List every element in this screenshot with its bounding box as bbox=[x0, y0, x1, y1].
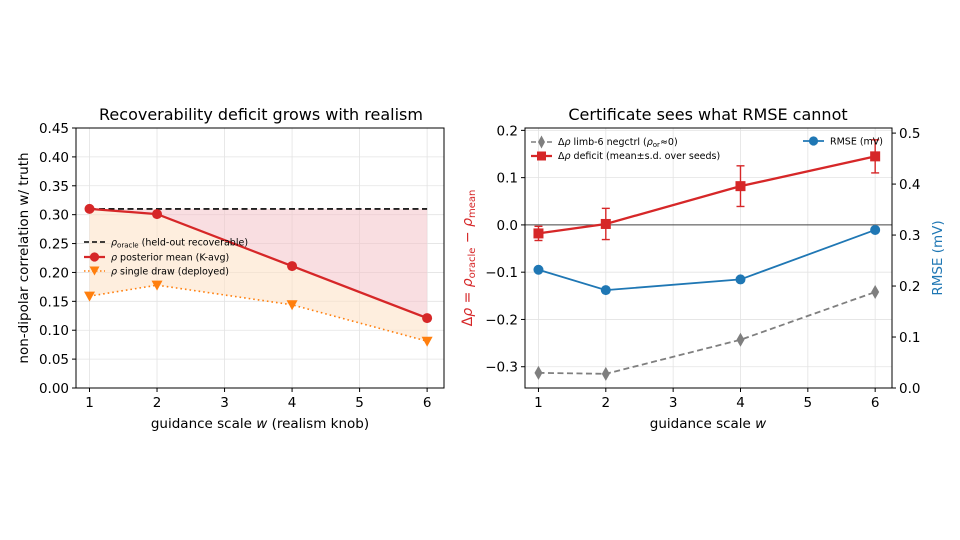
left-y-tick-label: 0.05 bbox=[39, 352, 69, 368]
legend-deficit-marker bbox=[537, 151, 546, 161]
left-series-marker-2 bbox=[286, 300, 298, 311]
legend-rmse-marker bbox=[808, 136, 819, 146]
right-series-marker-2 bbox=[600, 285, 611, 296]
right-x-axis-label: guidance scale w bbox=[650, 416, 767, 432]
right-chart-title: Certificate sees what RMSE cannot bbox=[568, 105, 847, 124]
left-y-tick-label: 0.35 bbox=[39, 179, 69, 195]
left-y-ticks: 0.00 0.05 0.10 0.15 0.20 0.25 0.30 0.35 0.40 0.45 bbox=[39, 121, 76, 397]
right-series-marker-0 bbox=[601, 366, 610, 381]
legend-rmse-label: RMSE (mV) bbox=[830, 137, 883, 148]
right-y-tick-label: −0.3 bbox=[485, 360, 518, 376]
left-legend: ρoracle (held-out recoverable) ρ posteri… bbox=[84, 238, 248, 278]
right-secondary-y-axis-label: RMSE (mV) bbox=[930, 220, 946, 295]
legend-oracle-label: ρoracle (held-out recoverable) bbox=[111, 238, 248, 250]
left-y-tick-label: 0.15 bbox=[39, 294, 69, 310]
right-series-line-1 bbox=[538, 155, 876, 235]
right-x-tick-label: 6 bbox=[871, 395, 880, 411]
left-series-marker-1 bbox=[152, 209, 163, 220]
left-y-tick-label: 0.10 bbox=[39, 323, 69, 339]
left-y-tick-label: 0.00 bbox=[39, 381, 69, 397]
legend-deficit-label: Δρ deficit (mean±s.d. over seeds) bbox=[558, 151, 720, 162]
right-x-tick-label: 2 bbox=[602, 395, 611, 411]
right-y-axis-label: Δρ = ρoracle − ρmean bbox=[460, 190, 478, 327]
left-y-axis-label: non-dipolar correlation w/ truth bbox=[16, 152, 32, 363]
right-series-marker-1 bbox=[870, 151, 881, 162]
right-y-ticks: 0.2 0.1 0.0 −0.1 −0.2 −0.3 bbox=[485, 123, 525, 376]
left-series-line-1 bbox=[89, 207, 428, 320]
left-y-tick-label: 0.20 bbox=[39, 265, 69, 281]
left-chart-title: Recoverability deficit grows with realis… bbox=[99, 105, 423, 124]
left-fill-areas bbox=[89, 208, 428, 342]
right-x-tick-label: 3 bbox=[669, 395, 678, 411]
left-series-marker-2 bbox=[421, 336, 433, 347]
left-series-marker-2 bbox=[84, 291, 96, 302]
right-secondary-y-tick-label: 0.3 bbox=[899, 228, 920, 244]
left-x-axis-label: guidance scale w (realism knob) bbox=[151, 416, 369, 432]
right-series-marker-0 bbox=[534, 365, 543, 380]
left-x-ticks: 1 2 3 4 5 6 bbox=[85, 388, 431, 411]
right-series-marker-1 bbox=[600, 218, 611, 229]
right-chart: Certificate sees what RMSE cannot 1 2 3 4 5 6… bbox=[460, 105, 946, 432]
right-secondary-y-tick-label: 0.4 bbox=[899, 177, 920, 193]
left-x-tick-label: 5 bbox=[355, 395, 364, 411]
right-plot-frame bbox=[524, 127, 893, 389]
right-y-tick-label: 0.2 bbox=[497, 123, 518, 139]
right-series bbox=[533, 139, 881, 381]
right-series-marker-1 bbox=[533, 228, 544, 239]
left-y-tick-label: 0.40 bbox=[39, 150, 69, 166]
left-chart: Recoverability deficit grows with realis… bbox=[16, 105, 445, 432]
left-plot-frame bbox=[75, 127, 445, 389]
right-series-marker-2 bbox=[533, 264, 544, 275]
right-series-line-0 bbox=[538, 291, 876, 375]
right-x-tick-label: 4 bbox=[736, 395, 745, 411]
legend-single-draw-marker bbox=[89, 266, 100, 276]
right-x-ticks: 1 2 3 4 5 6 bbox=[534, 388, 879, 411]
left-x-tick-label: 6 bbox=[423, 395, 432, 411]
right-legend: Δρ limb-6 negctrl (ρor≈0) Δρ deficit (me… bbox=[531, 135, 883, 162]
right-x-tick-label: 1 bbox=[534, 395, 543, 411]
right-series-marker-0 bbox=[736, 332, 745, 347]
right-y-tick-label: −0.1 bbox=[485, 265, 518, 281]
right-series-marker-2 bbox=[870, 224, 881, 235]
left-series bbox=[84, 203, 433, 347]
left-series-marker-2 bbox=[151, 280, 163, 291]
left-x-tick-label: 4 bbox=[288, 395, 297, 411]
right-x-tick-label: 5 bbox=[804, 395, 813, 411]
left-x-tick-label: 2 bbox=[153, 395, 162, 411]
legend-negctrl-label: Δρ limb-6 negctrl (ρor≈0) bbox=[558, 137, 678, 149]
right-y-tick-label: 0.0 bbox=[497, 218, 518, 234]
right-secondary-y-tick-label: 0.0 bbox=[899, 381, 920, 397]
right-secondary-y-tick-label: 0.2 bbox=[899, 279, 920, 295]
left-series-marker-1 bbox=[422, 313, 433, 324]
right-secondary-y-ticks: 0.0 0.1 0.2 0.3 0.4 0.5 bbox=[892, 126, 920, 397]
fill-oracle-minus-mean bbox=[89, 208, 428, 319]
right-series-marker-0 bbox=[871, 285, 880, 300]
right-y-tick-label: −0.2 bbox=[485, 312, 518, 328]
right-y-tick-label: 0.1 bbox=[497, 171, 518, 187]
left-x-tick-label: 1 bbox=[85, 395, 94, 411]
legend-single-draw-label: ρ single draw (deployed) bbox=[111, 267, 229, 278]
legend-posterior-mean-label: ρ posterior mean (K-avg) bbox=[111, 253, 229, 264]
left-series-marker-1 bbox=[84, 203, 95, 214]
right-grid bbox=[525, 128, 892, 388]
left-series-marker-1 bbox=[287, 261, 298, 272]
right-secondary-y-tick-label: 0.1 bbox=[899, 330, 920, 346]
left-y-tick-label: 0.45 bbox=[39, 121, 69, 137]
left-y-tick-label: 0.30 bbox=[39, 208, 69, 224]
right-series-marker-1 bbox=[735, 181, 746, 192]
fill-mean-minus-draw bbox=[89, 208, 428, 342]
legend-negctrl-marker bbox=[538, 135, 545, 149]
legend-posterior-mean-marker bbox=[89, 252, 100, 262]
right-series-marker-2 bbox=[735, 274, 746, 285]
right-series-line-2 bbox=[538, 229, 876, 292]
right-secondary-y-tick-label: 0.5 bbox=[899, 126, 920, 142]
left-x-tick-label: 3 bbox=[220, 395, 229, 411]
left-y-tick-label: 0.25 bbox=[39, 237, 69, 253]
